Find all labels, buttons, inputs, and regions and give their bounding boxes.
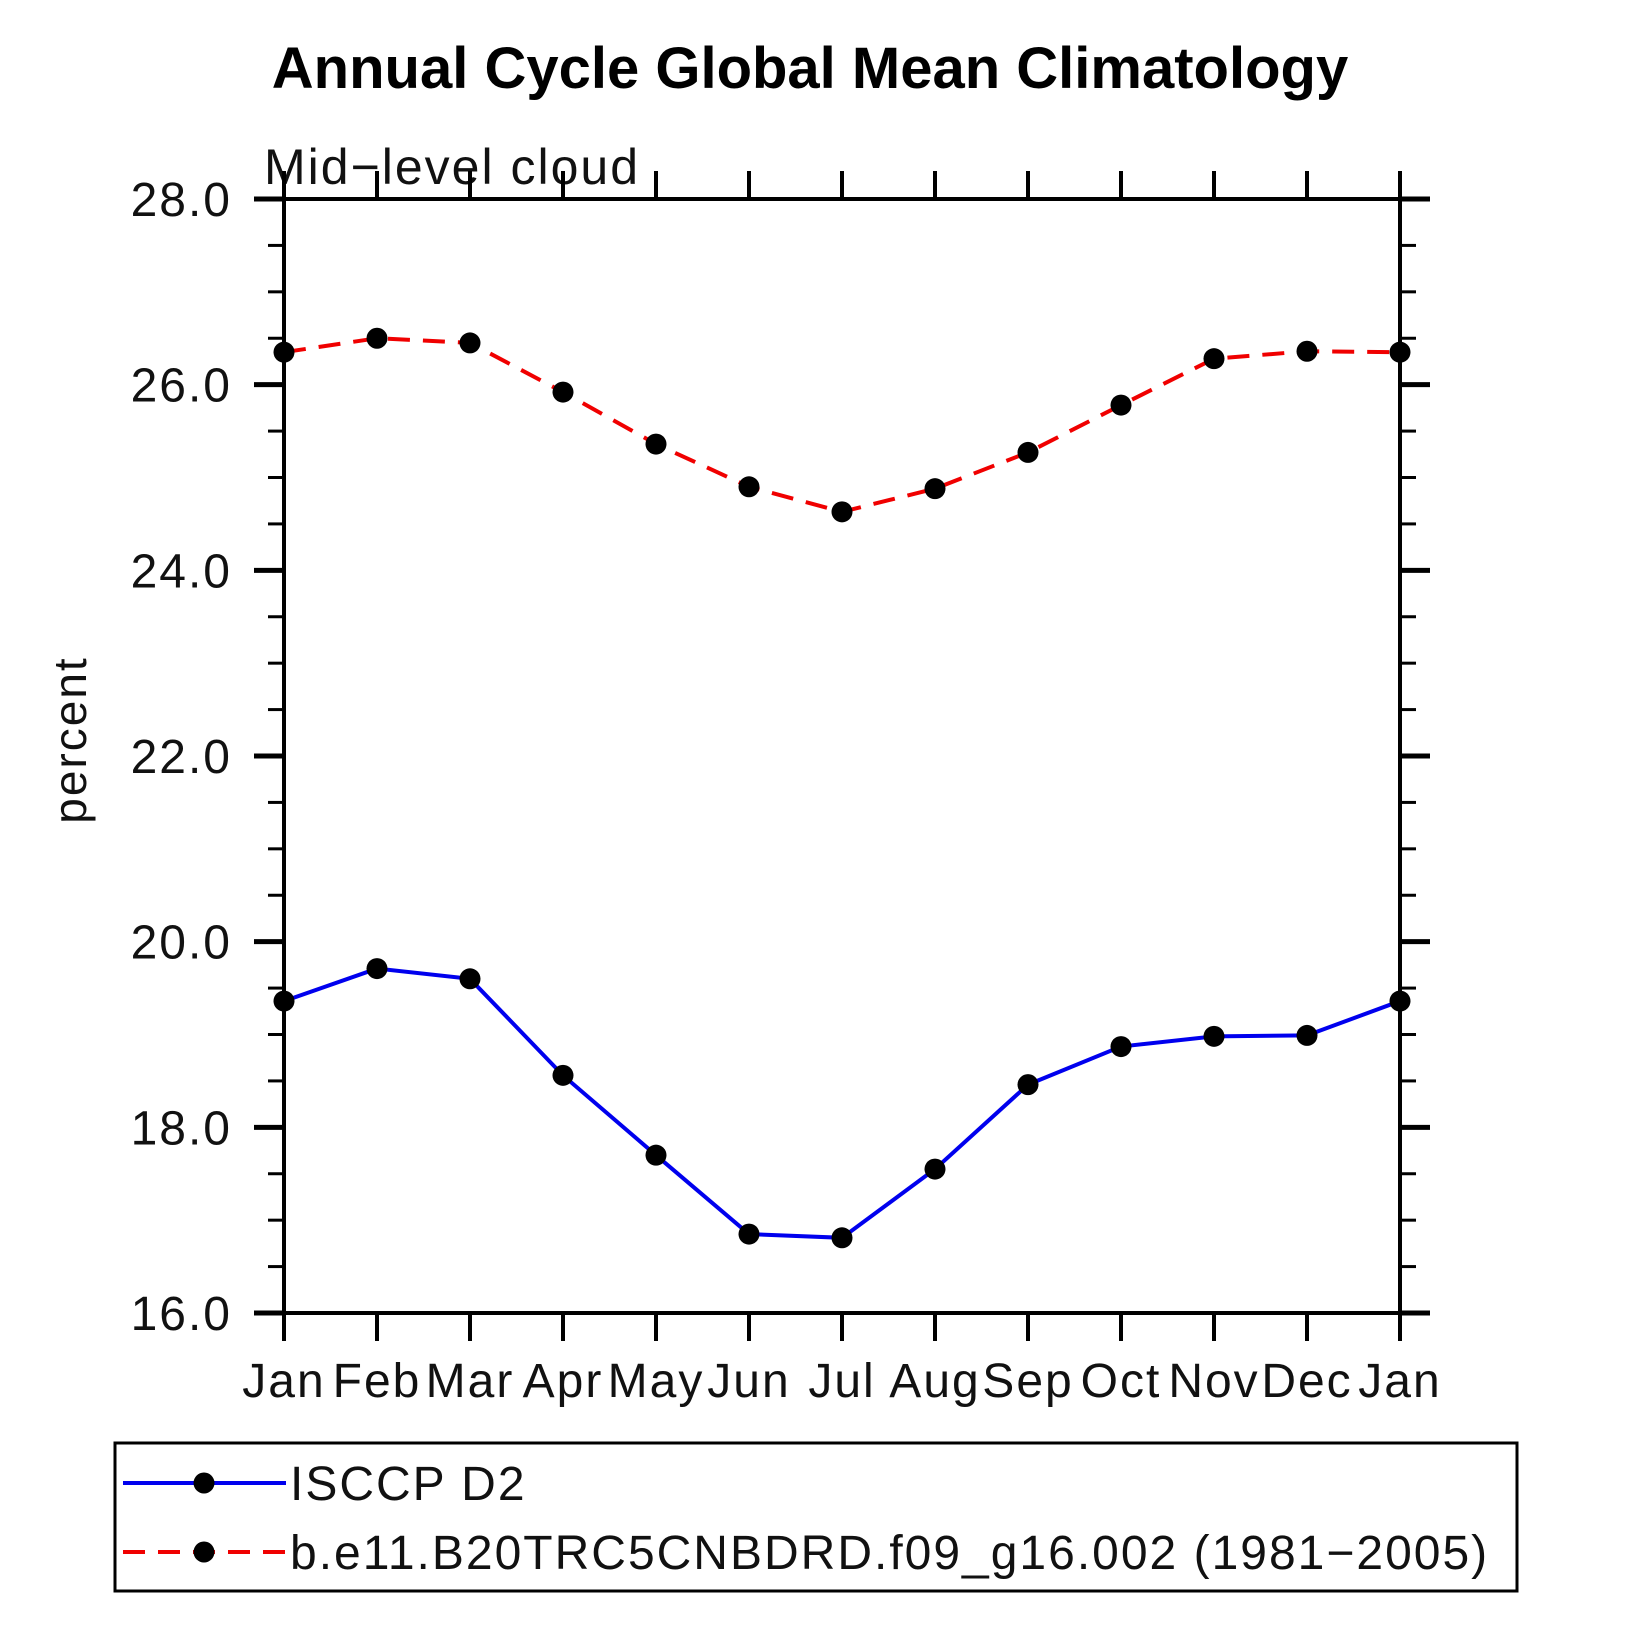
data-point-0-Jan <box>273 990 295 1012</box>
data-point-0-Oct <box>1110 1036 1132 1058</box>
data-point-0-Dec <box>1296 1024 1318 1046</box>
y-axis-label: percent <box>44 656 96 823</box>
data-point-0-Sep <box>1017 1074 1039 1096</box>
data-point-1-Jul <box>831 501 853 523</box>
legend-label-model: b.e11.B20TRC5CNBDRD.f09_g16.002 (1981−20… <box>290 1527 1489 1580</box>
x-tick-label: Dec <box>1261 1355 1352 1408</box>
data-point-1-Jan <box>1389 341 1411 363</box>
data-point-0-May <box>645 1144 667 1166</box>
x-tick-label: Jul <box>808 1355 875 1408</box>
y-tick-label: 20.0 <box>131 917 232 970</box>
x-tick-label: Jun <box>707 1355 790 1408</box>
x-tick-label: Jan <box>1358 1355 1441 1408</box>
data-point-1-Oct <box>1110 394 1132 416</box>
data-point-0-Apr <box>552 1064 574 1086</box>
data-point-1-May <box>645 433 667 455</box>
data-point-1-Feb <box>366 327 388 349</box>
x-tick-label: Mar <box>426 1355 515 1408</box>
chart-title: Annual Cycle Global Mean Climatology <box>272 36 1348 101</box>
series-line-1 <box>283 336 1401 514</box>
data-point-0-Jul <box>831 1227 853 1249</box>
y-tick-label: 24.0 <box>131 545 232 598</box>
x-tick-label: Jan <box>242 1355 325 1408</box>
legend-sample-marker-model <box>193 1541 215 1563</box>
chart-subtitle: Mid−level cloud <box>264 139 640 195</box>
data-point-0-Mar <box>459 968 481 990</box>
data-point-0-Feb <box>366 958 388 980</box>
data-point-1-Jan <box>273 341 295 363</box>
y-tick-label: 26.0 <box>131 360 232 413</box>
data-point-1-Jun <box>738 476 760 498</box>
data-point-1-Sep <box>1017 441 1039 463</box>
legend-label-isccp: ISCCP D2 <box>290 1458 527 1511</box>
y-tick-label: 22.0 <box>131 731 232 784</box>
y-tick-label: 18.0 <box>131 1102 232 1155</box>
data-point-1-Apr <box>552 381 574 403</box>
plot-box <box>282 197 1402 1315</box>
x-tick-label: Apr <box>523 1355 604 1408</box>
x-tick-label: Sep <box>982 1355 1073 1408</box>
data-point-1-Aug <box>924 478 946 500</box>
data-point-1-Dec <box>1296 340 1318 362</box>
data-point-1-Mar <box>459 332 481 354</box>
legend-box <box>113 1441 1519 1593</box>
y-tick-label: 16.0 <box>131 1288 232 1341</box>
data-point-0-Jun <box>738 1223 760 1245</box>
x-tick-label: Feb <box>333 1355 422 1408</box>
data-point-1-Nov <box>1203 348 1225 370</box>
legend: ISCCP D2 b.e11.B20TRC5CNBDRD.f09_g16.002… <box>113 1441 1519 1593</box>
x-tick-label: Aug <box>889 1355 980 1408</box>
x-tick-label: May <box>608 1355 705 1408</box>
data-point-0-Jan <box>1389 990 1411 1012</box>
series-line-0 <box>283 966 1401 1240</box>
x-tick-label: Nov <box>1168 1355 1259 1408</box>
x-tick-label: Oct <box>1081 1355 1162 1408</box>
y-tick-label: 28.0 <box>131 174 232 227</box>
data-point-0-Aug <box>924 1158 946 1180</box>
data-point-0-Nov <box>1203 1025 1225 1047</box>
legend-sample-marker-isccp <box>193 1472 215 1494</box>
